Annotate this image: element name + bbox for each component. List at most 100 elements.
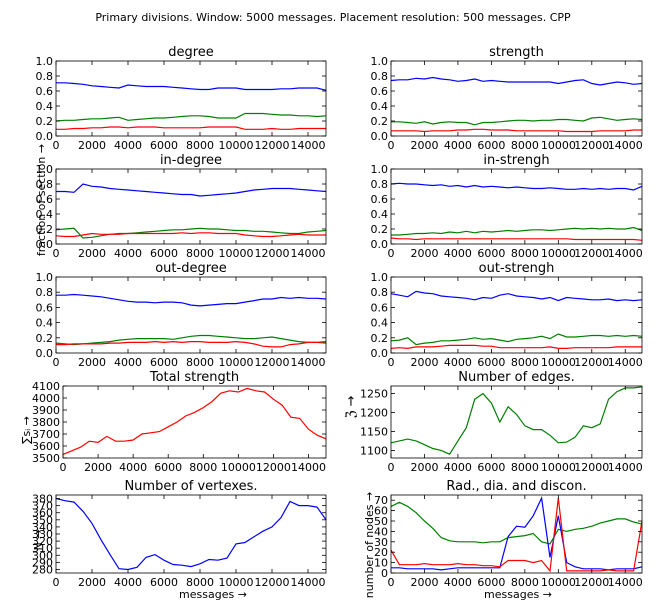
series-line-blue: [55, 497, 327, 571]
y-tick-label: 280: [32, 563, 53, 576]
x-tick-label: 4000: [444, 576, 472, 589]
y-tick-label: 0.6: [371, 85, 389, 98]
y-tick-label: 0.4: [371, 100, 389, 113]
x-tick-label: 10000: [541, 461, 576, 474]
x-tick-label: 0: [388, 247, 395, 260]
subplot-number-of-edges: Number of edges.0 2000 4000 6000 8000 1000012…: [360, 370, 643, 474]
plot-title: Total strength: [149, 370, 239, 385]
x-tick-label: 6000: [150, 139, 178, 152]
subplot-in-degree: in-degree 0 2000 4000 6000 8000 10000 12000 1400…: [36, 153, 327, 260]
x-tick-label: 14000: [608, 356, 643, 369]
y-tick-label: 0.4: [371, 208, 389, 221]
x-tick-label: 12000: [574, 247, 609, 260]
plot-frame: [390, 168, 643, 245]
y-tick-label: 0.2: [371, 223, 389, 236]
x-tick-label: 14000: [608, 247, 643, 260]
plot-frame: [55, 60, 327, 137]
x-tick-label: 12000: [255, 356, 290, 369]
x-tick-label: 0: [53, 247, 60, 260]
y-tick-label: 0.0: [371, 130, 389, 143]
subplot-total-strength: Total strength 0 2000 4000 6000 8000 10000 1200…: [32, 370, 327, 474]
series-line-red: [62, 387, 327, 455]
x-tick-label: 0: [53, 576, 60, 589]
x-tick-label: 4000: [444, 461, 472, 474]
y-tick-label: 0.6: [371, 301, 389, 314]
y-tick-label: 0.6: [371, 193, 389, 206]
total-strength-ylabel: ∑sᵢ →: [20, 416, 33, 444]
x-tick-label: 10000: [221, 461, 256, 474]
y-tick-label: 0.8: [36, 70, 54, 83]
rad-ylabel: number of nodes →: [363, 492, 376, 598]
y-tick-label: 0.2: [36, 223, 54, 236]
y-tick-label: 0.2: [371, 332, 389, 345]
series-line-green: [391, 116, 643, 126]
y-tick-label: 0.2: [36, 115, 54, 128]
series-line-green: [55, 227, 327, 239]
x-tick-label: 0: [388, 356, 395, 369]
x-tick-label: 12000: [255, 247, 290, 260]
x-tick-label: 2000: [78, 576, 106, 589]
series-line-blue: [56, 82, 327, 91]
x-tick-label: 8000: [186, 247, 214, 260]
plot-title: Number of edges.: [458, 370, 574, 385]
y-tick-label: 0.0: [36, 238, 54, 251]
y-tick-label: 3600: [32, 440, 60, 453]
shared-ylabel: fraction of section →: [35, 144, 48, 256]
y-tick-label: 340: [32, 521, 53, 534]
y-tick-label: 370: [32, 500, 53, 513]
series-line-blue: [391, 496, 643, 571]
subplot-in-strengh: in-strengh 0 2000 4000 6000 8000 1000012000140…: [371, 153, 643, 260]
plot-frame: [55, 276, 327, 354]
y-tick-label: 50: [374, 515, 388, 528]
y-tick-label: 60: [374, 505, 388, 518]
x-tick-label: 6000: [477, 247, 505, 260]
subplot-strength: strength 0 2000 4000 6000 8000 100001200014000…: [371, 45, 643, 152]
series-line-blue: [390, 290, 643, 302]
x-tick-label: 8000: [186, 576, 214, 589]
series-line-red: [390, 344, 642, 350]
x-tick-label: 6000: [150, 576, 178, 589]
y-tick-label: 70: [374, 494, 388, 507]
x-tick-label: 0: [388, 576, 395, 589]
plot-frame: [390, 494, 643, 574]
x-tick-label: 10000: [541, 139, 576, 152]
series-line-green: [55, 334, 327, 346]
subplot-rad-dia-discon: Rad., dia. and discon.0 2000 4000 6000 8000 1…: [374, 479, 643, 589]
plot-frame: [55, 168, 327, 245]
x-tick-label: 14000: [608, 576, 643, 589]
y-tick-label: 330: [32, 528, 53, 541]
y-tick-label: 0.4: [36, 208, 54, 221]
y-tick-label: 0.4: [36, 100, 54, 113]
plot-title: in-strengh: [483, 153, 549, 168]
x-tick-label: 4000: [444, 139, 472, 152]
series-line-green: [390, 333, 643, 346]
x-tick-label: 0: [53, 139, 60, 152]
plot-title: degree: [168, 45, 214, 60]
y-tick-label: 3500: [32, 452, 60, 465]
edges-ylabel: ℨ →: [344, 395, 359, 418]
x-tick-label: 12000: [256, 461, 291, 474]
x-tick-label: 6000: [477, 356, 505, 369]
x-tick-label: 2000: [78, 247, 106, 260]
x-tick-label: 8000: [511, 461, 539, 474]
y-tick-label: 30: [374, 536, 388, 549]
series-line-red: [391, 128, 642, 133]
x-tick-label: 14000: [291, 139, 326, 152]
plot-frame: [390, 60, 643, 137]
y-tick-label: 0.2: [371, 115, 389, 128]
y-tick-label: 1.0: [371, 55, 389, 68]
y-tick-label: 310: [32, 542, 53, 555]
plot-frame: [55, 494, 327, 574]
x-tick-label: 14000: [608, 461, 643, 474]
y-tick-label: 0.8: [371, 286, 389, 299]
y-tick-label: 20: [374, 546, 388, 559]
y-tick-label: 0.0: [36, 130, 54, 143]
series-line-red: [56, 126, 326, 130]
vertexes-ylabel: N →: [32, 530, 45, 551]
y-tick-label: 1.0: [371, 271, 389, 284]
x-tick-label: 14000: [291, 247, 326, 260]
x-tick-label: 0: [53, 356, 60, 369]
x-tick-label: 12000: [574, 461, 609, 474]
y-tick-label: 0.0: [371, 238, 389, 251]
